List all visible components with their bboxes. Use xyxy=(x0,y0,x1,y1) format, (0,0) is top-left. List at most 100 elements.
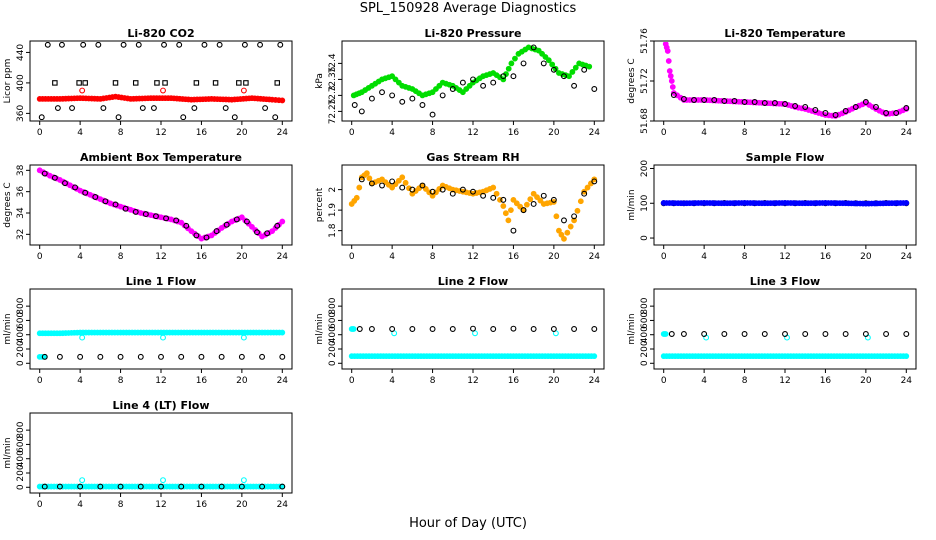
data-point xyxy=(222,105,229,111)
data-point xyxy=(591,178,598,185)
data-point xyxy=(76,80,82,86)
data-point xyxy=(389,178,396,185)
x-tick-label: 8 xyxy=(118,252,124,262)
data-point xyxy=(459,79,466,86)
data-point xyxy=(550,326,557,332)
data-point xyxy=(540,60,547,67)
x-tick-label: 8 xyxy=(430,376,436,386)
y-tick-label: 0 xyxy=(16,360,26,366)
data-point xyxy=(243,80,249,86)
data-point xyxy=(368,95,375,102)
x-tick-label: 4 xyxy=(701,252,707,262)
data-point xyxy=(480,192,487,199)
data-point xyxy=(279,483,286,490)
data-point xyxy=(571,326,578,332)
y-tick-label: 1.8 xyxy=(328,223,338,238)
data-point xyxy=(160,334,166,341)
x-tick-label: 20 xyxy=(860,376,872,386)
data-point xyxy=(721,331,728,337)
data-point xyxy=(832,112,839,118)
data-point xyxy=(122,205,129,212)
data-point xyxy=(82,80,88,86)
data-point xyxy=(137,483,144,490)
data-point xyxy=(490,326,497,332)
data-point xyxy=(701,331,708,337)
data-point xyxy=(178,353,185,360)
data-point xyxy=(792,103,799,109)
data-point xyxy=(223,221,230,228)
data-point xyxy=(664,48,671,54)
data-point xyxy=(668,78,675,84)
data-point xyxy=(92,194,99,200)
x-tick-label: 4 xyxy=(77,500,83,510)
x-tick-label: 12 xyxy=(467,252,478,262)
x-tick-label: 4 xyxy=(389,128,395,138)
data-point xyxy=(79,477,86,484)
data-point xyxy=(581,190,588,197)
data-point xyxy=(212,80,219,86)
y-axis-label: ml/min xyxy=(315,313,325,344)
data-point xyxy=(363,170,370,177)
data-point xyxy=(201,42,208,48)
data-point xyxy=(379,89,385,96)
data-point xyxy=(550,66,557,73)
y-tick-label: 72.4 xyxy=(328,53,338,73)
data-point xyxy=(591,326,598,332)
data-point xyxy=(822,110,829,116)
data-point xyxy=(584,184,591,191)
data-point xyxy=(510,196,517,203)
y-tick-label: 400 xyxy=(328,326,338,343)
data-point xyxy=(115,114,122,120)
y-tick-label: 200 xyxy=(16,464,26,481)
data-point xyxy=(842,331,849,337)
data-point xyxy=(409,95,416,102)
data-point xyxy=(366,175,373,182)
x-tick-label: 16 xyxy=(508,252,520,262)
panel-10: Line 4 (LT) Flow 0 4 8 12 16 20 24 0 200400600800… xyxy=(3,399,293,510)
y-tick-label: 200 xyxy=(640,160,650,177)
data-point xyxy=(564,229,571,236)
data-point xyxy=(279,329,286,336)
panel-title: Gas Stream RH xyxy=(426,151,519,164)
data-point xyxy=(572,64,579,71)
data-point xyxy=(218,353,225,360)
plot-points xyxy=(660,331,910,360)
y-tick-label: 51.68 xyxy=(640,108,650,134)
data-point xyxy=(802,104,809,110)
plot-points xyxy=(36,167,286,242)
x-tick-label: 4 xyxy=(701,376,707,386)
data-point xyxy=(842,108,849,114)
data-point xyxy=(662,331,669,337)
plot-frame xyxy=(29,288,293,370)
data-point xyxy=(530,201,537,207)
data-point xyxy=(558,231,565,238)
x-tick-label: 24 xyxy=(589,252,601,262)
data-point xyxy=(500,196,507,203)
data-point xyxy=(513,200,520,207)
data-point xyxy=(198,483,205,490)
data-point xyxy=(571,217,577,224)
x-tick-label: 12 xyxy=(779,128,790,138)
data-point xyxy=(135,42,142,48)
data-point xyxy=(100,105,107,111)
data-point xyxy=(567,223,574,230)
data-point xyxy=(517,203,524,210)
data-point xyxy=(530,190,537,197)
y-tick-label: 72.25 xyxy=(328,99,338,125)
y-tick-label: 51.72 xyxy=(640,68,650,94)
figure-x-axis-label: Hour of Day (UTC) xyxy=(409,516,527,531)
data-point xyxy=(500,203,507,209)
data-point xyxy=(419,182,426,189)
data-point xyxy=(158,353,164,360)
data-point xyxy=(389,184,396,191)
y-tick-label: 0 xyxy=(16,484,26,490)
data-point xyxy=(264,230,271,237)
y-tick-label: 800 xyxy=(16,421,26,438)
plot-points xyxy=(36,329,286,360)
x-tick-label: 4 xyxy=(77,252,83,262)
data-point xyxy=(41,170,48,177)
y-tick-label: 400 xyxy=(16,450,26,467)
x-tick-label: 8 xyxy=(118,376,124,386)
x-tick-label: 0 xyxy=(661,252,667,262)
